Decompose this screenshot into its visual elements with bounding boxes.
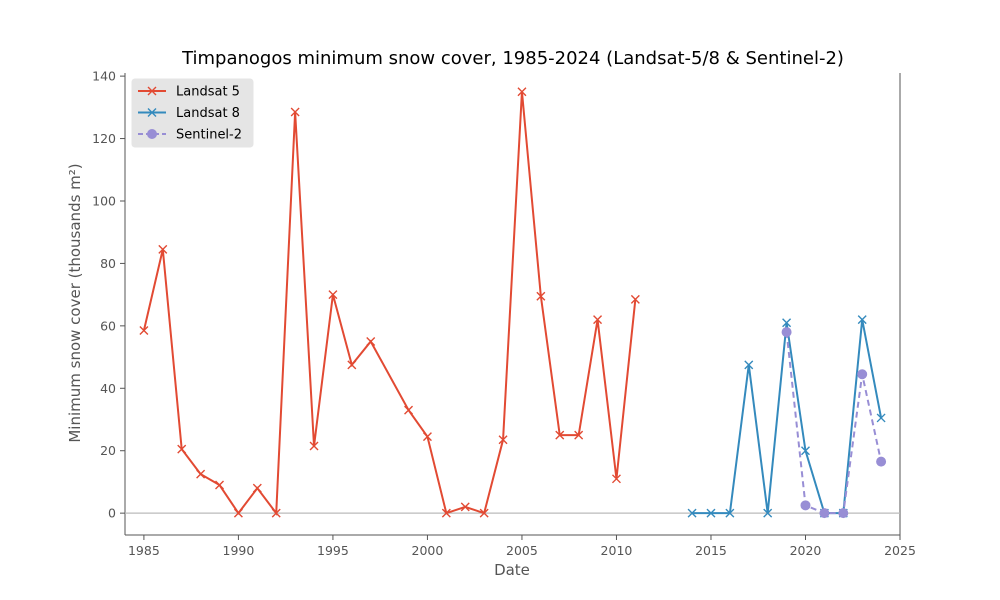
point-landsat-5-marker	[309, 441, 319, 451]
point-landsat-8-marker	[706, 508, 716, 518]
y-tick-label: 60	[100, 318, 116, 333]
y-tick-label: 120	[92, 131, 116, 146]
point-sentinel-2-marker	[857, 369, 868, 380]
point-landsat-5-marker	[347, 360, 357, 370]
point-landsat-5-marker	[139, 326, 149, 336]
point-landsat-5-marker	[215, 480, 225, 490]
point-landsat-8-marker	[857, 315, 867, 325]
x-tick-label: 2025	[884, 543, 916, 558]
point-landsat-5-marker	[574, 430, 584, 440]
legend-label-sentinel-2: Sentinel-2	[176, 128, 242, 143]
point-landsat-5-marker	[611, 474, 621, 484]
point-landsat-5-marker	[177, 444, 187, 454]
x-tick-label: 1995	[317, 543, 349, 558]
legend-landsat-5-marker	[147, 86, 157, 96]
point-landsat-5-marker	[233, 508, 243, 518]
legend: Landsat 5 Landsat 8 Sentinel-2	[131, 78, 254, 148]
point-sentinel-2-marker	[819, 508, 830, 519]
chart-title: Timpanogos minimum snow cover, 1985-2024…	[181, 48, 844, 69]
point-landsat-5-marker	[252, 483, 262, 493]
x-tick-label: 2000	[412, 543, 444, 558]
point-sentinel-2-marker	[876, 456, 887, 467]
point-sentinel-2-marker	[838, 508, 849, 519]
point-landsat-5-marker	[290, 107, 300, 117]
y-axis-label: Minimum snow cover (thousands m²)	[66, 163, 84, 442]
series-landsat-8	[687, 315, 886, 518]
point-landsat-5-marker	[422, 432, 432, 442]
point-landsat-5-marker	[441, 508, 451, 518]
point-landsat-8-marker	[744, 360, 754, 370]
x-axis-label: Date	[494, 561, 530, 579]
legend-landsat-8-marker	[147, 108, 157, 117]
point-landsat-8-marker	[725, 508, 735, 518]
y-tick-label: 20	[100, 443, 116, 458]
legend-sentinel-2-marker	[147, 129, 157, 139]
series-line-landsat-8	[692, 319, 883, 515]
y-tick-label: 40	[100, 381, 116, 396]
axes: 1985 1990 1995 2000 2005 2010 2015 2020 2025 0 20 4…	[92, 69, 916, 558]
point-landsat-5-marker	[630, 294, 640, 304]
point-sentinel-2-marker	[781, 327, 792, 338]
x-tick-label: 2020	[790, 543, 822, 558]
point-landsat-8-marker	[876, 413, 886, 423]
point-landsat-5-marker	[498, 435, 508, 445]
point-landsat-5-marker	[555, 430, 565, 440]
point-landsat-5-marker	[460, 502, 470, 512]
point-landsat-8-marker	[763, 508, 773, 518]
point-landsat-5-marker	[366, 336, 376, 346]
x-tick-label: 2010	[601, 543, 633, 558]
legend-label-landsat-8: Landsat 8	[176, 106, 240, 121]
point-landsat-5-marker	[536, 291, 546, 301]
point-landsat-8-marker	[687, 508, 697, 518]
point-landsat-8-marker	[800, 446, 810, 456]
x-tick-label: 2015	[695, 543, 727, 558]
legend-box	[131, 78, 254, 148]
point-landsat-5-marker	[517, 87, 527, 97]
y-tick-label: 0	[108, 506, 116, 521]
y-tick-label: 140	[92, 69, 116, 84]
point-sentinel-2-marker	[800, 500, 811, 511]
point-landsat-5-marker	[593, 315, 603, 325]
y-tick-label: 80	[100, 256, 116, 271]
point-landsat-5-marker	[271, 508, 281, 518]
legend-label-landsat-5: Landsat 5	[176, 85, 240, 100]
series-landsat-5	[139, 87, 640, 518]
point-landsat-5-marker	[479, 508, 489, 518]
point-landsat-5-marker	[404, 405, 414, 415]
y-tick-label: 100	[92, 193, 116, 208]
series-sentinel-2	[781, 327, 887, 519]
x-tick-label: 1985	[128, 543, 160, 558]
x-tick-label: 1990	[223, 543, 255, 558]
point-landsat-5-marker	[328, 290, 338, 300]
series-line-sentinel-2	[785, 331, 883, 515]
point-landsat-8-marker	[782, 318, 792, 328]
series-line-landsat-5	[142, 91, 637, 516]
point-landsat-5-marker	[158, 244, 168, 254]
series-layer	[139, 87, 887, 519]
x-tick-label: 2005	[506, 543, 538, 558]
point-landsat-5-marker	[196, 469, 206, 479]
